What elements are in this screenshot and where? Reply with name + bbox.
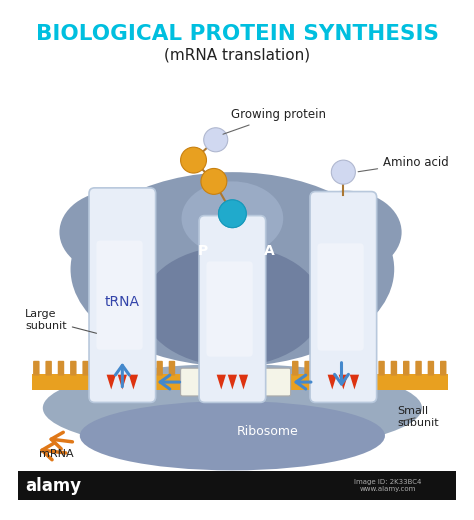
FancyBboxPatch shape xyxy=(169,361,175,375)
FancyBboxPatch shape xyxy=(292,361,299,375)
FancyArrowPatch shape xyxy=(51,432,73,449)
Circle shape xyxy=(219,200,246,228)
FancyBboxPatch shape xyxy=(181,368,291,396)
Polygon shape xyxy=(129,375,138,389)
Circle shape xyxy=(181,147,207,173)
Circle shape xyxy=(331,160,356,184)
Text: Growing protein: Growing protein xyxy=(223,108,326,134)
FancyBboxPatch shape xyxy=(156,361,163,375)
Circle shape xyxy=(204,128,228,152)
Circle shape xyxy=(219,200,246,228)
Polygon shape xyxy=(118,375,127,389)
FancyBboxPatch shape xyxy=(207,262,253,357)
Polygon shape xyxy=(339,375,348,389)
Polygon shape xyxy=(107,375,116,389)
FancyBboxPatch shape xyxy=(58,361,64,375)
FancyBboxPatch shape xyxy=(378,361,385,375)
FancyBboxPatch shape xyxy=(95,361,101,375)
Polygon shape xyxy=(239,375,248,389)
FancyBboxPatch shape xyxy=(82,361,89,375)
Text: Codon: Codon xyxy=(219,377,252,387)
Circle shape xyxy=(201,168,227,194)
FancyArrowPatch shape xyxy=(296,375,311,389)
Text: BIOLOGICAL PROTEIN SYNTHESIS: BIOLOGICAL PROTEIN SYNTHESIS xyxy=(36,24,438,44)
Text: A: A xyxy=(264,244,275,258)
FancyBboxPatch shape xyxy=(318,243,364,350)
Text: Ribosome: Ribosome xyxy=(237,425,299,438)
FancyBboxPatch shape xyxy=(391,361,397,375)
Bar xyxy=(32,374,448,391)
FancyBboxPatch shape xyxy=(46,361,52,375)
FancyBboxPatch shape xyxy=(144,361,151,375)
Text: Small
subunit: Small subunit xyxy=(397,407,438,428)
FancyArrowPatch shape xyxy=(335,362,348,384)
Polygon shape xyxy=(328,375,337,389)
Text: Image ID: 2K33BC4
www.alamy.com: Image ID: 2K33BC4 www.alamy.com xyxy=(354,479,421,492)
FancyBboxPatch shape xyxy=(70,361,76,375)
Polygon shape xyxy=(228,375,237,389)
Text: tRNA: tRNA xyxy=(105,295,140,308)
FancyBboxPatch shape xyxy=(428,361,434,375)
FancyArrowPatch shape xyxy=(160,375,180,389)
Ellipse shape xyxy=(71,172,394,367)
Text: mRNA: mRNA xyxy=(39,449,74,459)
FancyArrowPatch shape xyxy=(115,365,129,387)
Text: alamy: alamy xyxy=(25,477,81,495)
Ellipse shape xyxy=(142,246,322,367)
FancyBboxPatch shape xyxy=(366,361,373,375)
Bar xyxy=(18,471,456,500)
FancyArrowPatch shape xyxy=(42,443,66,460)
Ellipse shape xyxy=(80,401,385,471)
FancyBboxPatch shape xyxy=(317,361,323,375)
FancyBboxPatch shape xyxy=(89,188,155,402)
Text: P: P xyxy=(198,244,208,258)
FancyBboxPatch shape xyxy=(107,361,114,375)
FancyBboxPatch shape xyxy=(403,361,410,375)
FancyBboxPatch shape xyxy=(415,361,422,375)
Ellipse shape xyxy=(182,181,283,255)
FancyBboxPatch shape xyxy=(341,361,348,375)
FancyBboxPatch shape xyxy=(132,361,138,375)
FancyBboxPatch shape xyxy=(33,361,39,375)
FancyBboxPatch shape xyxy=(304,361,311,375)
Ellipse shape xyxy=(43,364,422,452)
Ellipse shape xyxy=(59,191,171,274)
FancyBboxPatch shape xyxy=(329,361,336,375)
Text: Large
subunit: Large subunit xyxy=(25,309,97,333)
Polygon shape xyxy=(350,375,359,389)
FancyBboxPatch shape xyxy=(440,361,447,375)
FancyBboxPatch shape xyxy=(354,361,360,375)
Text: (mRNA translation): (mRNA translation) xyxy=(164,47,310,62)
Text: Amino acid: Amino acid xyxy=(358,157,449,172)
FancyBboxPatch shape xyxy=(310,191,377,402)
Polygon shape xyxy=(217,375,226,389)
FancyBboxPatch shape xyxy=(96,241,143,350)
Ellipse shape xyxy=(291,191,401,274)
FancyBboxPatch shape xyxy=(119,361,126,375)
FancyBboxPatch shape xyxy=(199,216,265,402)
